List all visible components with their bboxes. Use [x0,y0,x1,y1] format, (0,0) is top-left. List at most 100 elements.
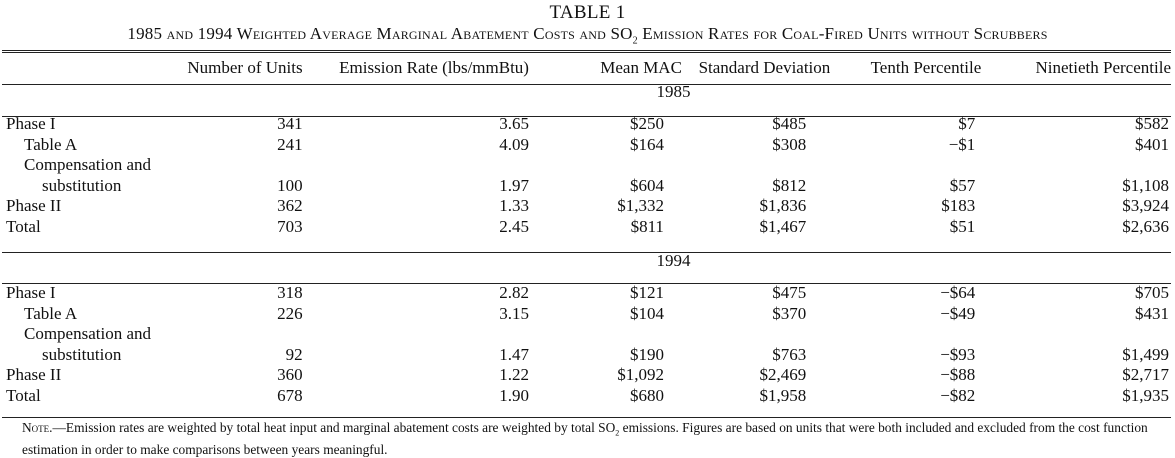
cell-units: 241 [277,134,303,154]
cell-std-dev: $485 [772,114,807,133]
year-label: 1994 [656,251,691,270]
cell-tenth-pct: $183 [941,196,976,215]
table-caption: 1985 and 1994 Weighted Average Marginal … [0,24,1175,51]
cell-units: 226 [277,303,303,323]
table-row: Compensation and [6,155,1171,176]
cell-emission-rate: 1.33 [499,196,529,215]
cell-units: 100 [277,175,303,195]
cell-tenth-pct: −$49 [940,303,976,323]
table-row: substitution 100 1.97 $604 $812 $57 $1,108 [6,176,1171,197]
spacer-row [6,106,1171,114]
col-header-units: Number of Units [187,58,303,77]
cell-emission-rate: 3.65 [499,114,529,133]
cell-mean-mac: $811 [630,216,664,236]
table-row: Phase II 360 1.22 $1,092 $2,469 −$88 $2,717 [6,365,1171,386]
cell-tenth-pct: $51 [949,216,976,236]
cell-emission-rate: 2.45 [499,216,529,236]
row-label: Phase II [6,196,62,215]
cell-mean-mac: $1,332 [617,196,664,215]
table-row: Phase II 362 1.33 $1,332 $1,836 $183 $3,924 [6,196,1171,217]
row-label: substitution [42,175,122,195]
cell-std-dev: $370 [772,303,807,323]
cell-tenth-pct: −$64 [940,283,976,302]
cell-emission-rate: 3.15 [499,303,529,323]
caption-text-2: Emission Rates for Coal-Fired Units with… [637,24,1048,43]
cell-mean-mac: $164 [629,134,664,154]
table-row: Compensation and [6,324,1171,345]
cell-std-dev: $475 [772,283,807,302]
row-label: Compensation and [24,324,152,343]
table-row: Total 703 2.45 $811 $1,467 $51 $2,636 [6,217,1171,238]
cell-mean-mac: $121 [629,283,664,302]
caption-subscript: 2 [632,35,638,47]
row-label: Table A [24,134,78,154]
cell-emission-rate: 1.47 [499,344,529,364]
section-divider-rule [2,252,1171,253]
cell-std-dev: $1,836 [759,196,807,215]
row-label: Phase II [6,365,62,384]
row-label: substitution [42,344,122,364]
cell-tenth-pct: $57 [949,175,976,195]
header-row: Number of Units Emission Rate (lbs/mmBtu… [6,58,1171,82]
empty-cell [303,324,529,345]
empty-cell [830,324,981,345]
table-row: Phase I 341 3.65 $250 $485 $7 $582 [6,114,1171,135]
cell-units: 341 [277,114,303,133]
table-row: Total 678 1.90 $680 $1,958 −$82 $1,935 [6,386,1171,407]
row-label: Phase I [6,114,56,133]
cell-units: 318 [277,283,303,302]
col-header-std-dev: Standard Deviation [698,58,831,77]
top-double-rule [2,50,1171,53]
cell-std-dev: $1,958 [759,385,807,405]
year-row-1994: 1994 [6,251,1171,275]
empty-cell [303,155,529,176]
cell-ninetieth-pct: $1,499 [1122,344,1169,364]
table-number: TABLE 1 [549,2,626,23]
year-1994-rule [2,283,1171,284]
empty-cell [682,324,830,345]
year-1985-rule [2,116,1171,117]
cell-tenth-pct: −$88 [940,365,976,384]
cell-ninetieth-pct: $1,935 [1122,385,1169,405]
empty-cell [981,324,1171,345]
note-lead: Note. [22,420,53,435]
cell-std-dev: $2,469 [759,365,807,384]
col-header-ninetieth-pct: Ninetieth Percentile [1035,58,1171,77]
cell-emission-rate: 4.09 [499,134,529,154]
cell-ninetieth-pct: $401 [1135,134,1169,154]
empty-cell [187,155,302,176]
col-header-mean-mac: Mean MAC [600,58,682,77]
cell-emission-rate: 1.90 [499,385,529,405]
empty-cell [529,155,682,176]
cell-ninetieth-pct: $1,108 [1122,175,1169,195]
year-label: 1985 [656,82,691,101]
empty-cell [682,155,830,176]
cell-units: 703 [277,216,303,236]
row-label: Compensation and [24,155,152,174]
cell-ninetieth-pct: $2,717 [1122,365,1169,384]
cell-mean-mac: $604 [629,175,664,195]
table-body: 1985 Phase I 341 3.65 $250 $485 $7 $582 Table A 2… [6,82,1171,406]
row-label: Phase I [6,283,56,302]
empty-cell [981,155,1171,176]
col-header-emission-rate: Emission Rate (lbs/mmBtu) [339,58,529,77]
cell-tenth-pct: $7 [958,114,976,133]
spacer-row [6,275,1171,283]
cell-mean-mac: $1,092 [617,365,664,384]
caption-text-1: 1985 and 1994 Weighted Average Marginal … [127,24,633,43]
cell-emission-rate: 2.82 [499,283,529,302]
cell-units: 678 [277,385,303,405]
col-header-tenth-pct: Tenth Percentile [870,58,982,77]
row-label: Total [6,385,41,405]
table-note: Note.—Emission rates are weighted by tot… [22,420,1168,458]
cell-tenth-pct: −$1 [948,134,976,154]
cell-units: 360 [277,365,303,384]
row-label: Table A [24,303,78,323]
note-subscript: 2 [615,428,620,438]
cell-std-dev: $812 [772,175,807,195]
cell-std-dev: $1,467 [759,216,807,236]
table-row: substitution 92 1.47 $190 $763 −$93 $1,499 [6,345,1171,366]
table-row: Table A 226 3.15 $104 $370 −$49 $431 [6,304,1171,325]
empty-cell [187,324,302,345]
